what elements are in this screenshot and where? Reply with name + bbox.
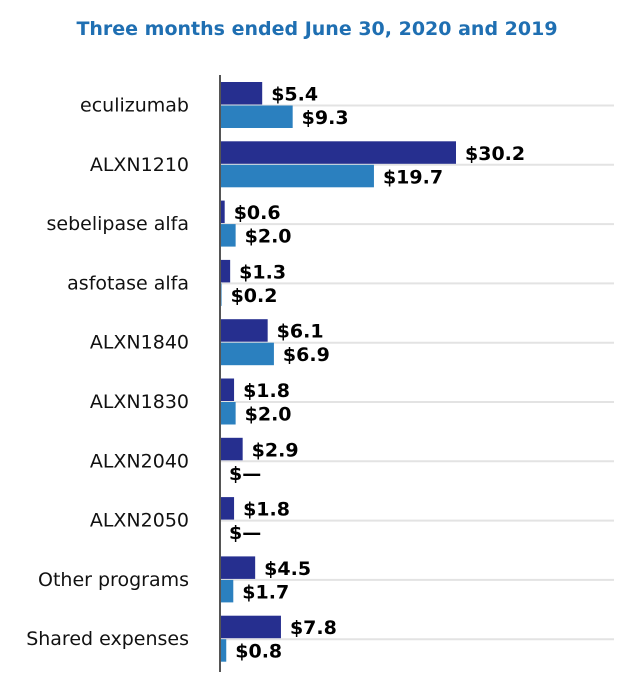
category-label: Shared expenses bbox=[26, 628, 189, 650]
bar-2019-alxn1840 bbox=[220, 342, 274, 366]
value-label: $2.0 bbox=[245, 404, 292, 426]
value-label: $4.5 bbox=[264, 558, 311, 580]
bar-2019-shared-expenses bbox=[220, 639, 227, 662]
bar-2019-alxn1210 bbox=[220, 164, 374, 188]
bar-2020-sebelipase-alfa bbox=[220, 200, 225, 224]
bar-2019-sebelipase-alfa bbox=[220, 224, 236, 247]
value-label: $0.8 bbox=[235, 641, 282, 663]
value-label: $1.8 bbox=[243, 380, 290, 402]
bars bbox=[220, 82, 456, 662]
bar-2019-alxn1830 bbox=[220, 402, 236, 425]
value-label: $0.6 bbox=[234, 202, 281, 224]
bar-2020-alxn1210 bbox=[220, 141, 456, 164]
value-label: $5.4 bbox=[271, 84, 318, 106]
bar-2020-other-programs bbox=[220, 556, 256, 579]
value-label: $30.2 bbox=[465, 143, 525, 165]
category-labels: eculizumab ALXN1210 sebelipase alfa asfotas… bbox=[26, 95, 189, 651]
category-label: sebelipase alfa bbox=[47, 213, 189, 235]
bar-2019-other-programs bbox=[220, 579, 234, 603]
bar-2020-alxn1840 bbox=[220, 319, 268, 342]
value-label: $1.7 bbox=[242, 581, 289, 603]
chart-title: Three months ended June 30, 2020 and 201… bbox=[76, 18, 557, 40]
category-label: Other programs bbox=[38, 569, 189, 591]
value-label: $1.8 bbox=[243, 499, 290, 521]
bar-2020-shared-expenses bbox=[220, 615, 281, 639]
value-label: $6.9 bbox=[283, 344, 330, 366]
category-label: ALXN2050 bbox=[90, 510, 189, 532]
value-labels: $5.4$9.3$30.2$19.7$0.6$2.0$1.3$0.2$6.1$6… bbox=[229, 84, 525, 663]
category-label: ALXN1830 bbox=[90, 391, 189, 413]
value-label: $— bbox=[229, 522, 261, 544]
bar-2020-asfotase-alfa bbox=[220, 259, 231, 283]
value-label: $2.0 bbox=[245, 226, 292, 248]
bar-2020-alxn1830 bbox=[220, 378, 235, 401]
bar-2020-alxn2050 bbox=[220, 497, 235, 520]
bar-2019-eculizumab bbox=[220, 105, 293, 128]
category-label: ALXN1840 bbox=[90, 332, 189, 354]
value-label: $1.3 bbox=[239, 261, 286, 283]
category-label: ALXN2040 bbox=[90, 450, 189, 472]
value-label: $6.1 bbox=[277, 321, 324, 343]
value-label: $— bbox=[229, 463, 261, 485]
bar-2020-alxn2040 bbox=[220, 437, 243, 461]
value-label: $9.3 bbox=[302, 107, 349, 129]
bar-2020-eculizumab bbox=[220, 82, 263, 105]
category-label: ALXN1210 bbox=[90, 154, 189, 176]
value-label: $19.7 bbox=[383, 166, 443, 188]
value-label: $7.8 bbox=[290, 617, 337, 639]
value-label: $2.9 bbox=[252, 439, 299, 461]
value-label: $0.2 bbox=[231, 285, 278, 307]
category-label: asfotase alfa bbox=[67, 272, 189, 294]
category-label: eculizumab bbox=[80, 95, 189, 117]
